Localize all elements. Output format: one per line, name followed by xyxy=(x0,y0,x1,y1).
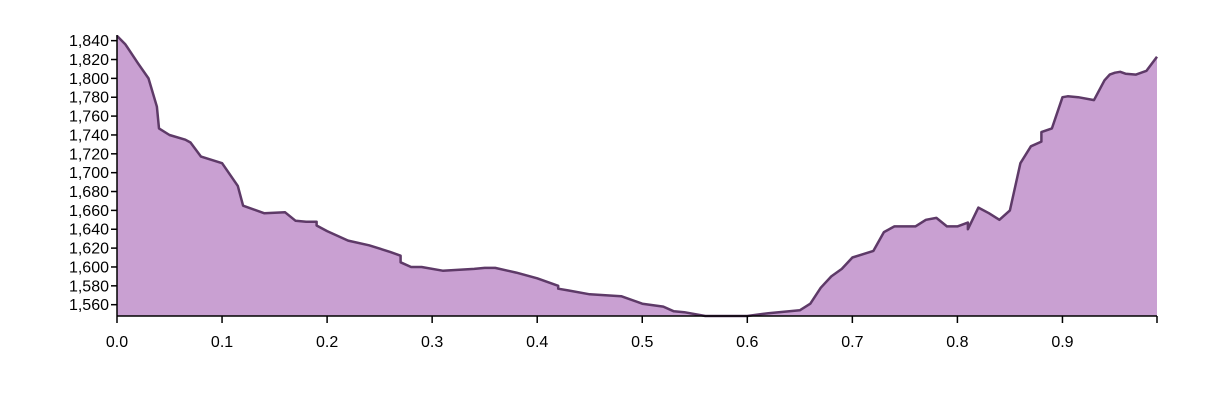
y-tick-label: 1,760 xyxy=(69,109,109,126)
y-tick-label: 1,840 xyxy=(69,33,109,50)
x-tick-label: 0.9 xyxy=(1051,334,1073,351)
y-tick-label: 1,660 xyxy=(69,203,109,220)
y-tick-label: 1,820 xyxy=(69,52,109,69)
y-tick-label: 1,740 xyxy=(69,127,109,144)
y-tick-label: 1,680 xyxy=(69,184,109,201)
y-tick-label: 1,780 xyxy=(69,90,109,107)
x-tick-label: 0.7 xyxy=(841,334,863,351)
x-tick-label: 0.3 xyxy=(421,334,443,351)
x-tick-label: 0.6 xyxy=(736,334,758,351)
plot-area xyxy=(116,35,1159,318)
x-tick-label: 0.2 xyxy=(316,334,338,351)
x-tick-label: 0.4 xyxy=(526,334,548,351)
y-tick-label: 1,580 xyxy=(69,278,109,295)
x-tick-label: 0.0 xyxy=(106,334,128,351)
y-tick-label: 1,620 xyxy=(69,241,109,258)
area-fill xyxy=(117,35,1157,317)
series-line xyxy=(116,35,1159,318)
x-axis: 0.0 0.1 0.2 0.3 0.4 0.5 0.6 0.7 0.8 0.9 xyxy=(106,315,1158,351)
x-tick-label: 0.8 xyxy=(946,334,968,351)
y-tick-label: 1,640 xyxy=(69,222,109,239)
y-tick-label: 1,800 xyxy=(69,71,109,88)
x-tick-label: 0.5 xyxy=(631,334,653,351)
y-tick-label: 1,720 xyxy=(69,146,109,163)
y-tick-label: 1,700 xyxy=(69,165,109,182)
x-tick-label: 0.1 xyxy=(211,334,233,351)
y-tick-label: 1,560 xyxy=(69,297,109,314)
y-tick-label: 1,600 xyxy=(69,259,109,276)
